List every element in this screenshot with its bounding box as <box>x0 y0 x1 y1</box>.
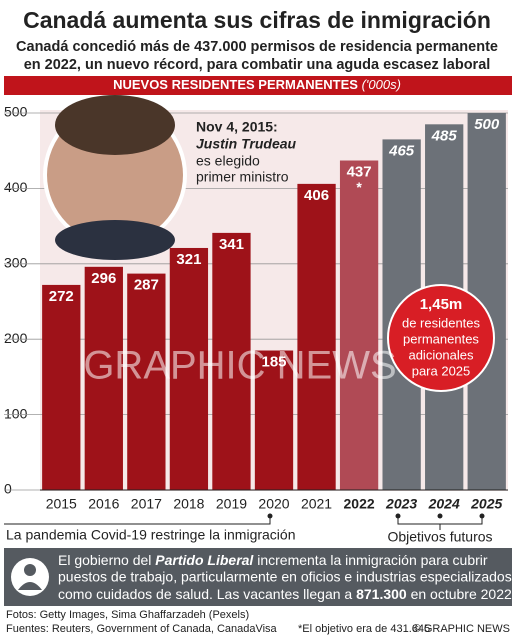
value-label: 437 <box>347 163 372 180</box>
x-tick-label: 2020 <box>258 496 289 512</box>
info-start: como cuidados de salud. Las vacantes lle… <box>58 586 352 602</box>
plot: 0 100 200 300 400 500 2015 272 2016 296 2017 287 201… <box>4 104 508 512</box>
subtitle: en 2022, un nuevo récord, para combatir … <box>24 57 491 73</box>
chart-title: Canadá aumenta sus cifras de inmigración <box>23 7 491 33</box>
bar <box>84 266 123 490</box>
x-tick-label: 2015 <box>46 496 77 512</box>
info-icon <box>11 558 49 596</box>
value-label: 296 <box>91 270 116 287</box>
y-tick-label: 0 <box>4 481 12 497</box>
banner <box>4 76 512 95</box>
info-end: en octubre 2022 <box>411 586 512 602</box>
subtitle: Canadá concedió más de 437.000 permisos … <box>16 39 498 55</box>
value-label: 341 <box>219 236 244 253</box>
bar <box>339 160 379 490</box>
callout-text: permanentes <box>403 331 479 346</box>
callout-text: adicionales <box>408 347 474 362</box>
bar <box>42 284 81 490</box>
icon-head <box>24 564 36 576</box>
callout-value: 1,45m <box>420 296 463 313</box>
value-note: * <box>356 179 362 195</box>
x-tick-label: 2017 <box>131 496 162 512</box>
info-party: Partido Liberal <box>155 552 254 568</box>
value-label: 406 <box>304 187 329 204</box>
icon-body <box>18 582 42 590</box>
value-label: 465 <box>388 142 415 159</box>
info-text: El gobierno del Partido Liberal incremen… <box>58 552 488 568</box>
info-vacancies: 871.300 <box>356 586 407 602</box>
bar <box>169 247 209 490</box>
y-tick-label: 100 <box>4 405 28 421</box>
y-tick-label: 500 <box>4 104 28 120</box>
annotation-date: Nov 4, 2015: <box>196 119 278 135</box>
callout-text: de residentes <box>402 315 481 330</box>
x-tick-label: 2016 <box>88 496 119 512</box>
callout-circle <box>387 284 495 392</box>
value-label: 485 <box>431 127 458 144</box>
footer-note: *El objetivo era de 431.645 <box>298 623 430 635</box>
bracket-dot <box>437 513 443 519</box>
callout-text: para 2025 <box>412 363 471 378</box>
bar <box>212 232 251 491</box>
footer-credit: © GRAPHIC NEWS <box>413 623 510 635</box>
annotation-text: es elegido <box>196 153 260 169</box>
future-bracket <box>397 516 483 530</box>
y-tick-label: 200 <box>4 330 28 346</box>
x-tick-label: 2023 <box>385 496 417 512</box>
y-tick-label: 300 <box>4 255 28 271</box>
bracket-dot <box>479 513 485 519</box>
info-rest: incrementa la inmigración para cubrir <box>257 552 488 568</box>
x-tick-label: 2025 <box>470 496 502 512</box>
x-tick-label: 2018 <box>173 496 204 512</box>
info-box <box>4 548 512 606</box>
value-label: 185 <box>261 353 286 370</box>
x-tick-label: 2021 <box>301 496 332 512</box>
annotation-text: primer ministro <box>196 169 289 185</box>
banner-title: NUEVOS RESIDENTES PERMANENTES <box>113 77 358 92</box>
photo-hair <box>55 95 175 155</box>
y-tick-label: 400 <box>4 179 28 195</box>
x-tick-label: 2024 <box>428 496 460 512</box>
info-text: puestos de trabajo, particularmente en o… <box>58 569 512 585</box>
bracket-dot <box>395 513 401 519</box>
annotation-name: Justin Trudeau <box>196 136 297 152</box>
value-label: 272 <box>49 288 74 305</box>
future-note: Objetivos futuros <box>387 529 492 545</box>
value-label: 287 <box>134 277 159 294</box>
value-label: 321 <box>176 251 201 268</box>
footer-photos: Fotos: Getty Images, Sima Ghaffarzadeh (… <box>6 609 249 621</box>
bar <box>297 183 336 490</box>
info-lead: El gobierno del <box>58 552 151 568</box>
photo-suit <box>55 220 175 260</box>
footer-sources: Fuentes: Reuters, Government of Canada, … <box>6 623 278 635</box>
bar <box>127 273 166 490</box>
unit: ('000s) <box>362 77 401 92</box>
x-tick-label: 2019 <box>216 496 247 512</box>
pandemic-note: La pandemia Covid-19 restringe la inmigr… <box>6 527 296 543</box>
banner-text: NUEVOS RESIDENTES PERMANENTES ('000s) <box>113 77 401 92</box>
x-tick-label: 2022 <box>344 496 375 512</box>
watermark: GRAPHIC NEWS <box>83 344 396 388</box>
bar <box>254 350 294 490</box>
pandemic-bracket <box>4 516 271 525</box>
bracket-dot <box>267 513 273 519</box>
value-label: 500 <box>474 116 500 133</box>
info-text: como cuidados de salud. Las vacantes lle… <box>58 586 512 602</box>
